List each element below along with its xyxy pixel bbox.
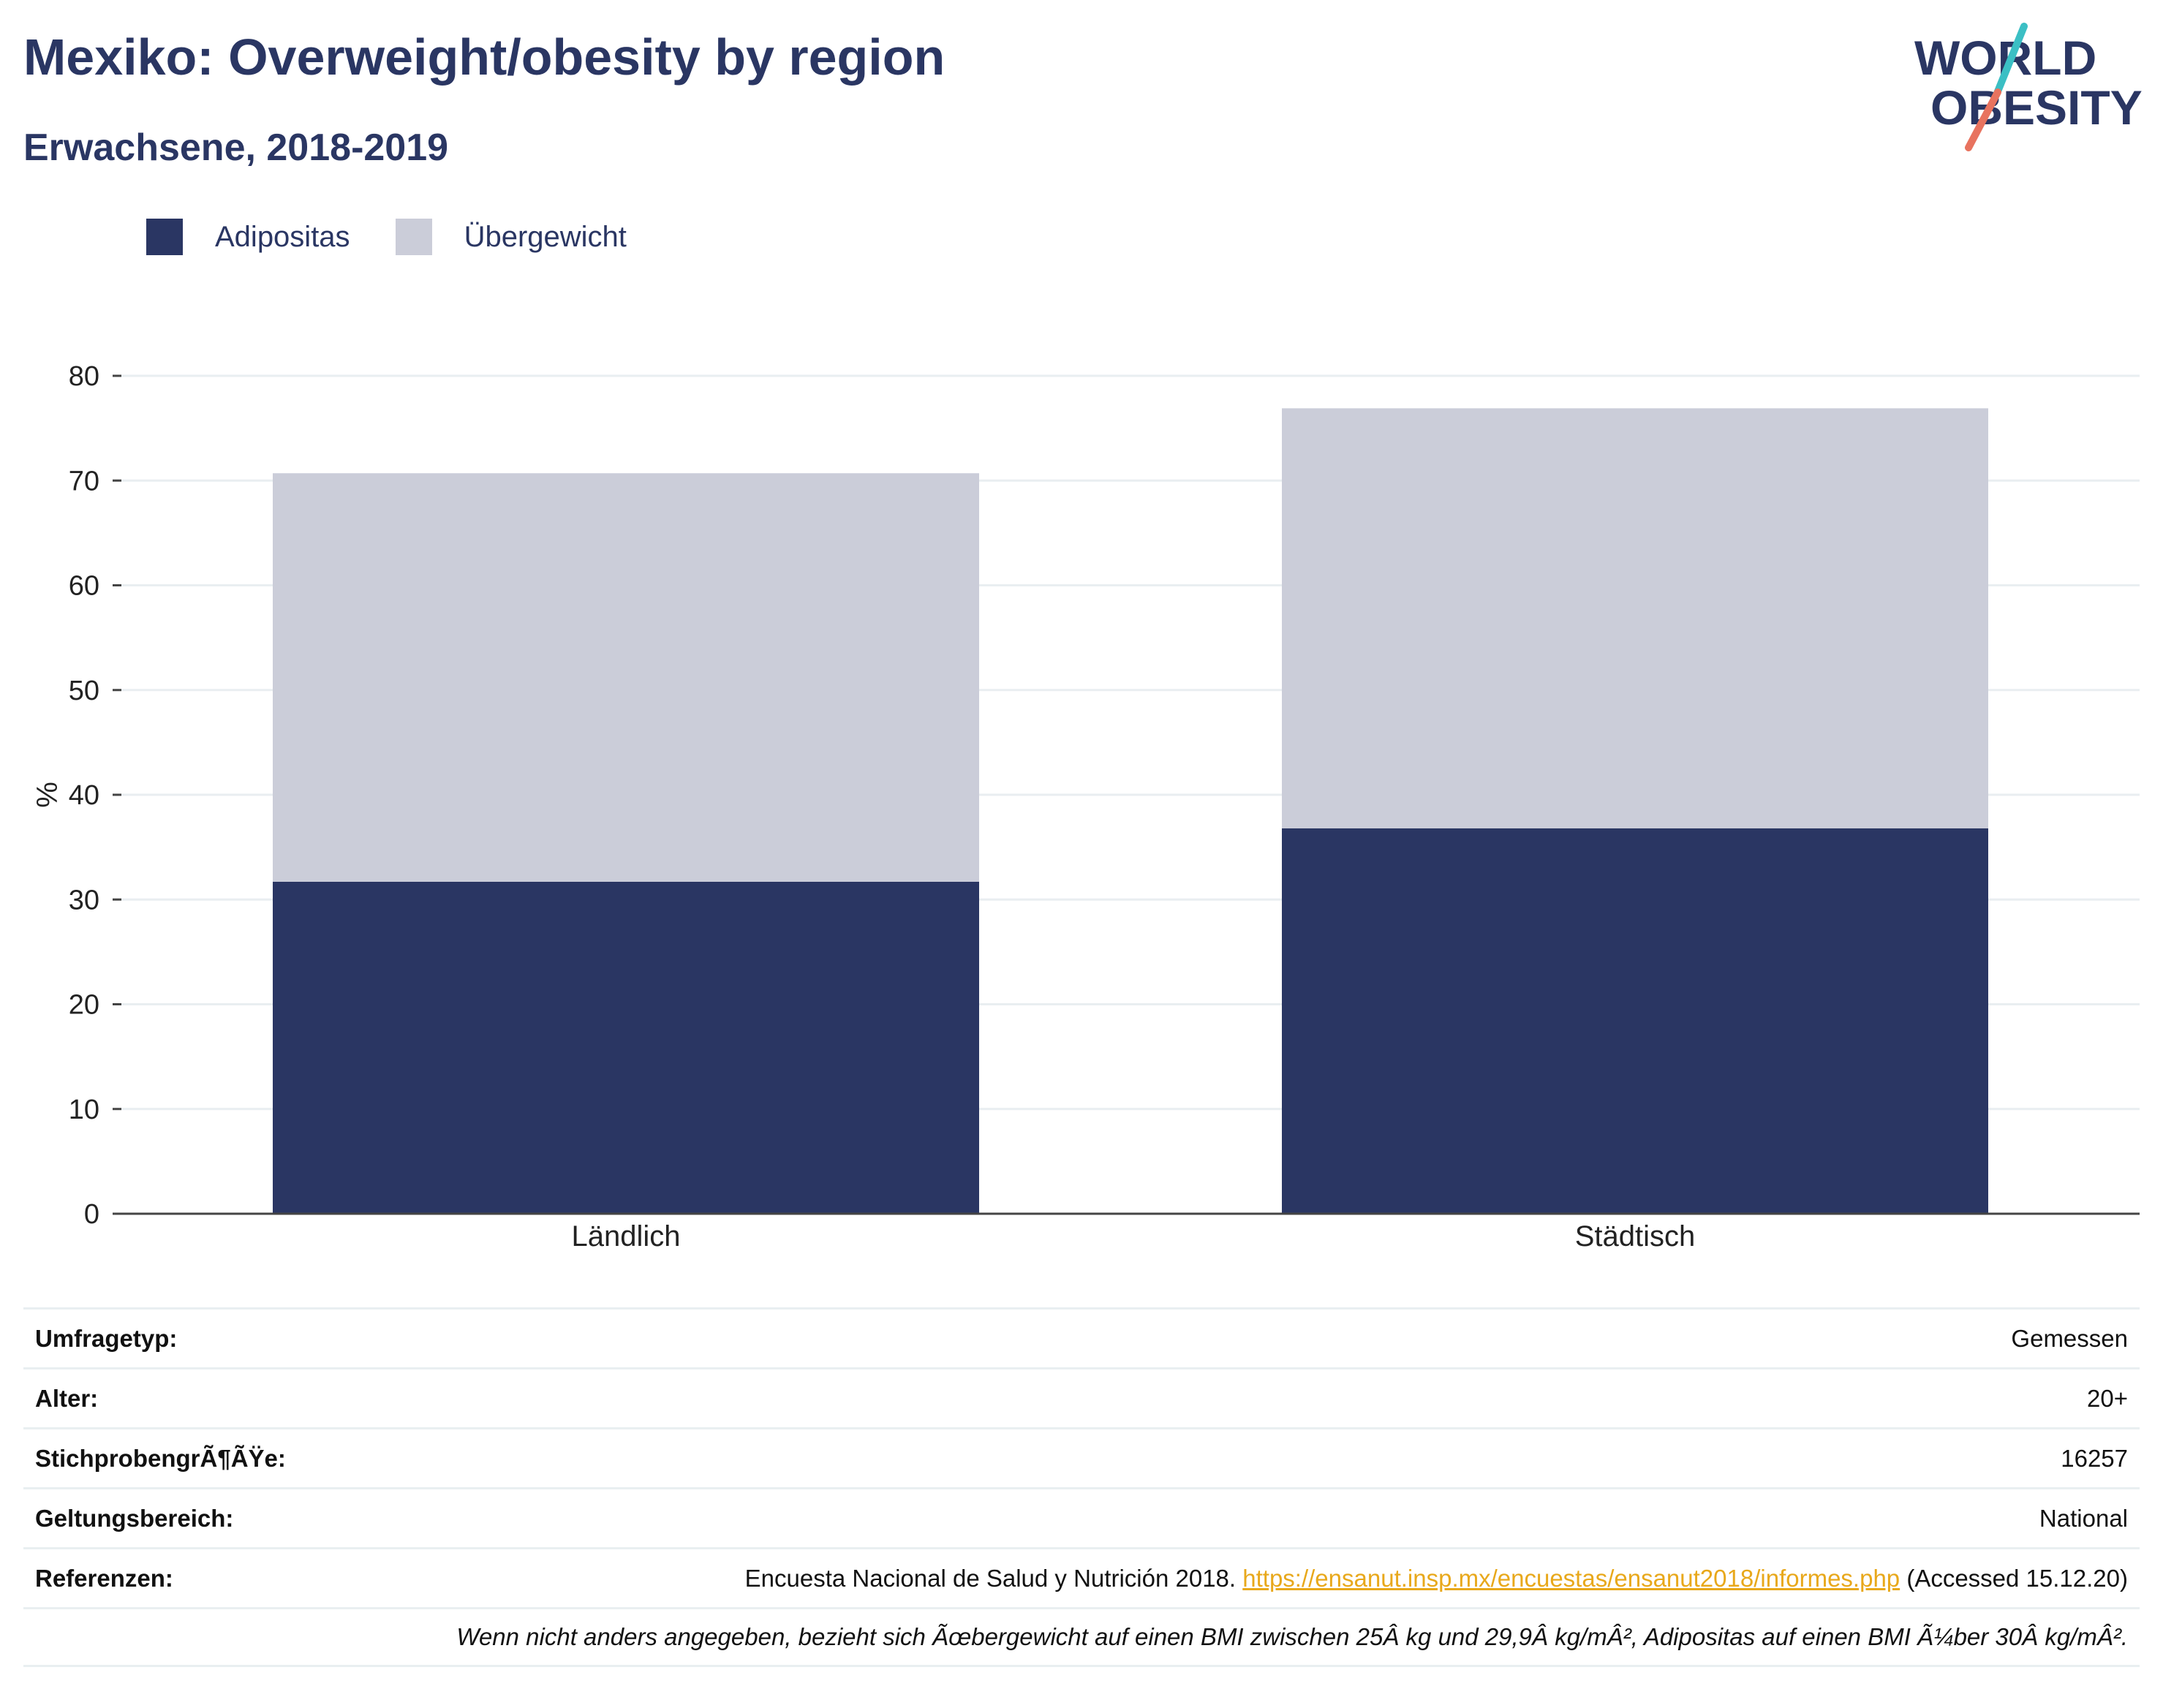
x-category-label: Ländlich [571,1220,680,1252]
info-value-survey-type: Gemessen [2011,1324,2128,1352]
y-tick-label: 30 [69,885,99,915]
chart-title: Mexiko: Overweight/obesity by region [23,29,945,86]
legend-item-overweight[interactable]: Übergewicht [395,219,627,255]
y-tick-label: 0 [84,1199,99,1230]
info-row-references: Referenzen: Encuesta Nacional de Salud y… [23,1547,2140,1607]
definition-note: Wenn nicht anders angegeben, bezieht sic… [456,1623,2128,1650]
y-tick-label: 70 [69,466,99,496]
reference-accessed: (Accessed 15.12.20) [1906,1564,2128,1592]
y-tick-label: 60 [69,571,99,602]
logo-slash-coral [1965,88,2001,151]
y-tick-label: 40 [69,780,99,811]
info-row-age: Alter: 20+ [23,1367,2140,1427]
info-value-references: Encuesta Nacional de Salud y Nutrición 2… [745,1565,2128,1592]
y-axis-label: % [31,782,64,808]
info-key-coverage: Geltungsbereich: [35,1504,234,1532]
chart-subtitle: Erwachsene, 2018-2019 [23,126,449,169]
bar-overweight[interactable] [273,473,979,882]
reference-link[interactable]: https://ensanut.insp.mx/encuestas/ensanu… [1242,1564,1900,1592]
reference-text: Encuesta Nacional de Salud y Nutrición 2… [744,1564,1237,1592]
y-tick-label: 50 [69,676,99,706]
legend-label-overweight: Übergewicht [464,220,627,253]
legend-item-obesity[interactable]: Adipositas [146,219,350,255]
y-tick-label: 80 [69,361,99,392]
logo-slash-teal [1993,23,2028,99]
info-key-age: Alter: [35,1384,99,1412]
info-row-sample-size: StichprobengrÃ¶ÃŸe: 16257 [23,1427,2140,1487]
info-row-coverage: Geltungsbereich: National [23,1487,2140,1547]
bar-obesity[interactable] [273,881,979,1214]
y-tick-label: 20 [69,990,99,1021]
info-key-survey-type: Umfragetyp: [35,1324,178,1352]
stacked-bar-chart: 0 10 20 30 40 50 60 70 80% Ländlich Städtisch [31,361,2140,1252]
survey-info-table: Umfragetyp: Gemessen Alter: 20+ Stichpro… [23,1307,2140,1667]
legend: Adipositas Übergewicht [146,216,672,257]
logo-word-obesity: OBESITY [1930,80,2143,135]
info-row-survey-type: Umfragetyp: Gemessen [23,1307,2140,1367]
legend-label-obesity: Adipositas [215,220,350,253]
legend-swatch-overweight [395,219,432,255]
world-obesity-logo: WORLD OBESITY [1914,23,2143,151]
info-key-sample-size: StichprobengrÃ¶ÃŸe: [35,1444,286,1472]
info-key-references: Referenzen: [35,1564,173,1592]
info-value-sample-size: 16257 [2061,1444,2128,1472]
bar-obesity[interactable] [1282,828,1988,1214]
legend-swatch-obesity [146,219,183,255]
info-value-coverage: National [2039,1504,2128,1532]
info-value-age: 20+ [2087,1384,2128,1412]
bar-overweight[interactable] [1282,408,1988,828]
info-row-note: Wenn nicht anders angegeben, bezieht sic… [23,1607,2140,1667]
x-category-label: Städtisch [1575,1220,1696,1252]
y-tick-label: 10 [69,1095,99,1125]
